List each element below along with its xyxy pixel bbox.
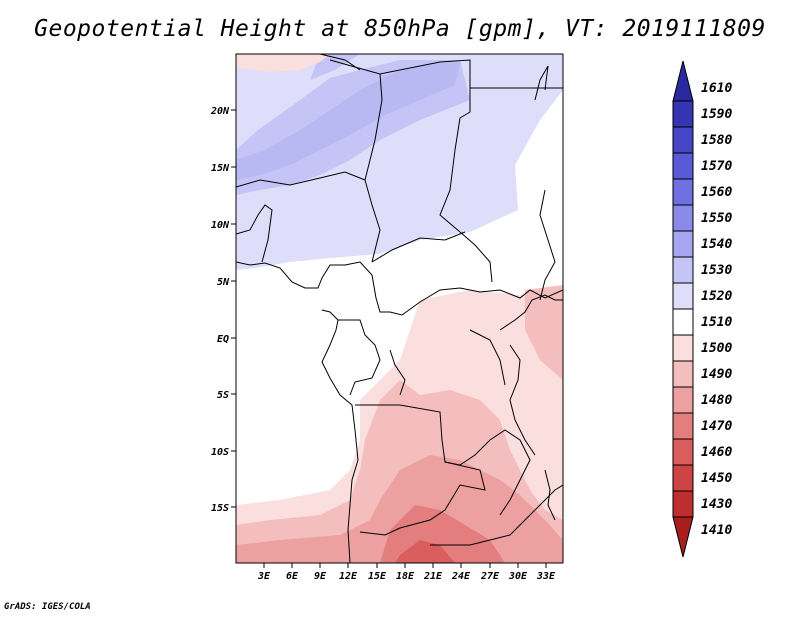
colorbar-label: 1550 <box>701 211 732 226</box>
colorbar-label: 1490 <box>701 367 732 382</box>
lon-label: 33E <box>536 571 556 582</box>
colorbar-label: 1510 <box>701 315 732 330</box>
lat-label: EQ <box>217 334 229 345</box>
colorbar: 1610 1590 1580 1570 1560 1550 1540 1530 1520 1510… <box>672 60 732 558</box>
country-boundaries <box>236 54 563 563</box>
colorbar-label: 1580 <box>701 133 732 148</box>
lat-label: 20N <box>210 106 230 117</box>
colorbar-label: 1460 <box>701 445 732 460</box>
lat-label: 10S <box>211 447 229 458</box>
lon-label: 3E <box>257 571 271 582</box>
colorbar-label: 1410 <box>701 523 732 538</box>
longitude-labels: 3E 6E 9E 12E 15E 18E 21E 24E 27E 30E 33E <box>257 571 556 582</box>
colorbar-label: 1560 <box>701 185 732 200</box>
lon-label: 30E <box>508 571 528 582</box>
colorbar-label: 1450 <box>701 471 732 486</box>
colorbar-label: 1530 <box>701 263 732 278</box>
colorbar-label: 1430 <box>701 497 732 512</box>
credit-text: GrADS: IGES/COLA <box>4 602 91 612</box>
colorbar-segment <box>672 282 694 310</box>
colorbar-segment <box>672 386 694 414</box>
colorbar-segment <box>672 464 694 492</box>
lat-label: 15N <box>211 163 230 174</box>
lat-label: 15S <box>211 503 229 514</box>
colorbar-segment <box>672 126 694 154</box>
colorbar-segment <box>672 152 694 180</box>
colorbar-label: 1540 <box>701 237 732 252</box>
map-frame <box>235 53 564 564</box>
colorbar-label: 1480 <box>701 393 732 408</box>
lon-label: 9E <box>314 571 327 582</box>
lat-label: 5S <box>217 390 229 401</box>
map-title: Geopotential Height at 850hPa [gpm], VT:… <box>34 16 766 42</box>
colorbar-label: 1520 <box>701 289 732 304</box>
colorbar-segment <box>672 490 694 518</box>
height-field <box>236 54 563 563</box>
lon-label: 6E <box>286 571 299 582</box>
colorbar-segment <box>672 438 694 466</box>
colorbar-segment <box>672 178 694 206</box>
lon-label: 21E <box>423 571 443 582</box>
latitude-axis <box>231 109 236 508</box>
colorbar-label: 1570 <box>701 159 732 174</box>
lon-label: 18E <box>396 571 415 582</box>
colorbar-segment <box>672 60 694 102</box>
colorbar-segment <box>672 204 694 232</box>
colorbar-segment <box>672 308 694 336</box>
colorbar-segment <box>672 412 694 440</box>
lon-label: 27E <box>480 571 500 582</box>
colorbar-label: 1590 <box>701 107 732 122</box>
colorbar-segment <box>672 334 694 362</box>
lat-label: 10N <box>211 220 230 231</box>
lon-label: 12E <box>339 571 358 582</box>
colorbar-label: 1470 <box>701 419 732 434</box>
colorbar-segment <box>672 230 694 258</box>
lat-label: 5N <box>217 277 230 288</box>
colorbar-segment <box>672 100 694 128</box>
colorbar-segment <box>672 256 694 284</box>
colorbar-segment <box>672 516 694 558</box>
lon-label: 15E <box>368 571 387 582</box>
colorbar-label: 1500 <box>701 341 732 356</box>
colorbar-label: 1610 <box>701 81 732 96</box>
latitude-labels: 20N 15N 10N 5N EQ 5S 10S 15S <box>210 106 230 514</box>
colorbar-segment <box>672 360 694 388</box>
lon-label: 24E <box>451 571 471 582</box>
longitude-axis <box>263 563 547 568</box>
